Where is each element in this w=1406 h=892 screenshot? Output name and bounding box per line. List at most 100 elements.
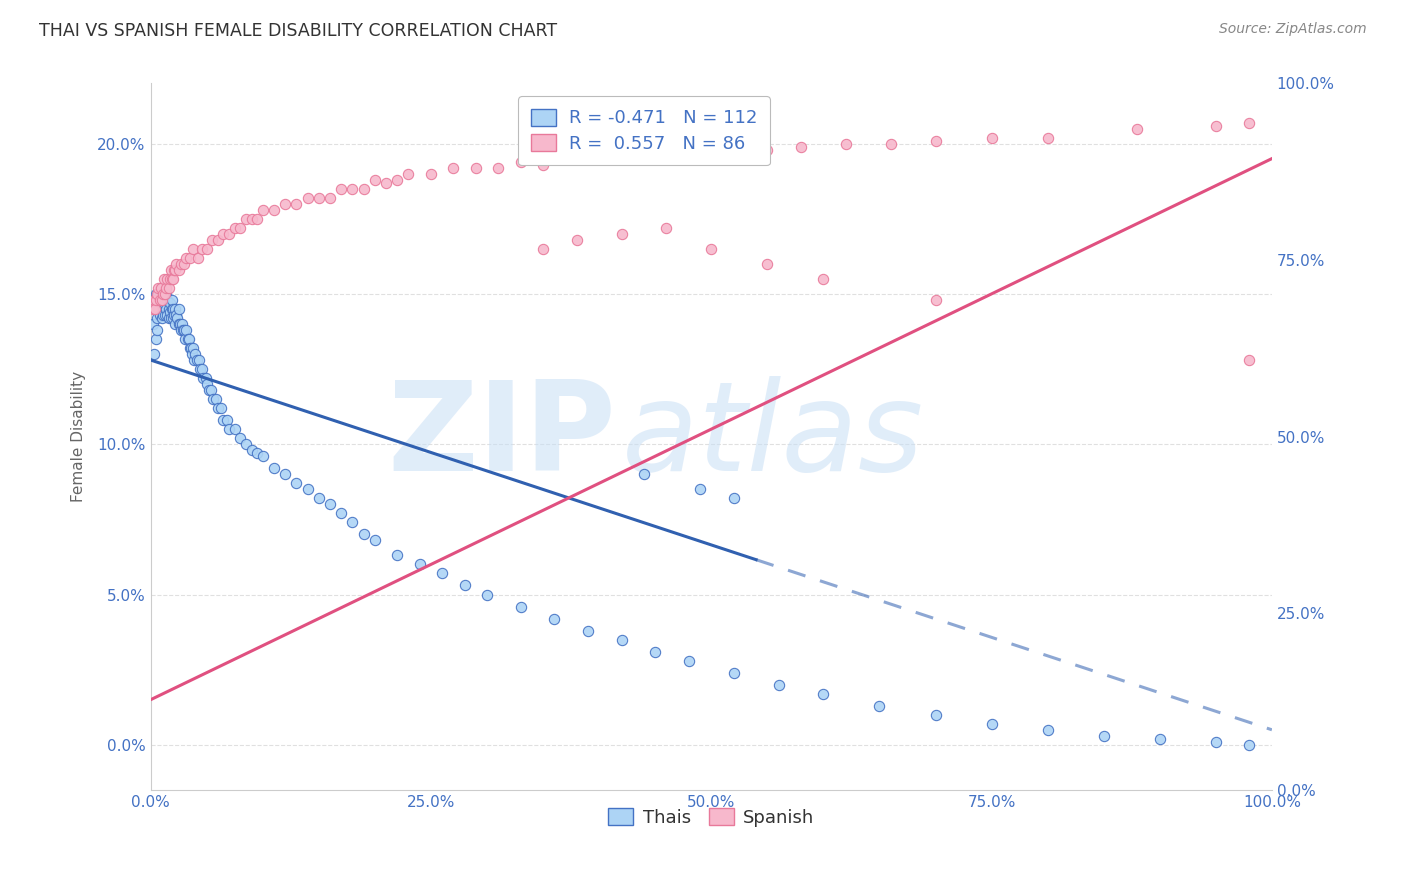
Point — [201, 233, 224, 247]
Point — [160, 272, 183, 286]
Point — [610, 227, 633, 241]
Point — [1036, 130, 1059, 145]
Point — [453, 578, 475, 592]
Point — [187, 251, 209, 265]
Point — [342, 182, 364, 196]
Point — [146, 286, 169, 301]
Point — [610, 632, 633, 647]
Point — [176, 332, 198, 346]
Point — [148, 301, 170, 316]
Point — [155, 281, 177, 295]
Point — [162, 272, 184, 286]
Point — [441, 161, 464, 175]
Point — [149, 281, 172, 295]
Point — [364, 533, 387, 548]
Point — [152, 286, 174, 301]
Point — [387, 172, 409, 186]
Point — [409, 558, 432, 572]
Point — [176, 251, 198, 265]
Point — [150, 310, 173, 325]
Point — [610, 148, 633, 162]
Point — [165, 301, 187, 316]
Point — [142, 301, 165, 316]
Point — [565, 233, 588, 247]
Point — [156, 293, 179, 307]
Point — [240, 211, 263, 226]
Point — [768, 678, 790, 692]
Point — [723, 491, 745, 506]
Point — [655, 220, 678, 235]
Point — [576, 624, 599, 638]
Point — [868, 698, 890, 713]
Point — [207, 401, 229, 416]
Point — [200, 383, 222, 397]
Point — [486, 161, 509, 175]
Point — [204, 392, 226, 406]
Point — [207, 233, 229, 247]
Point — [297, 483, 319, 497]
Point — [756, 143, 779, 157]
Point — [212, 227, 235, 241]
Point — [1205, 735, 1227, 749]
Point — [576, 152, 599, 166]
Point — [159, 296, 181, 310]
Point — [813, 687, 835, 701]
Point — [364, 172, 387, 186]
Text: ZIP: ZIP — [387, 376, 616, 497]
Point — [156, 272, 179, 286]
Point — [170, 323, 193, 337]
Point — [215, 413, 238, 427]
Point — [191, 362, 214, 376]
Point — [176, 323, 198, 337]
Point — [723, 665, 745, 680]
Point — [285, 476, 308, 491]
Point — [240, 443, 263, 458]
Point — [375, 176, 398, 190]
Point — [531, 242, 554, 256]
Point — [174, 332, 197, 346]
Point — [166, 310, 188, 325]
Point — [195, 242, 218, 256]
Point — [980, 716, 1002, 731]
Point — [159, 272, 181, 286]
Point — [179, 341, 201, 355]
Point — [149, 296, 172, 310]
Point — [148, 308, 170, 322]
Point — [263, 461, 285, 475]
Point — [633, 467, 655, 482]
Point — [509, 599, 531, 614]
Point — [212, 413, 235, 427]
Point — [689, 483, 711, 497]
Point — [184, 347, 207, 361]
Point — [150, 301, 173, 316]
Point — [191, 242, 214, 256]
Point — [330, 182, 353, 196]
Point — [188, 362, 211, 376]
Point — [167, 262, 190, 277]
Point — [554, 152, 576, 166]
Point — [160, 293, 183, 307]
Text: atlas: atlas — [621, 376, 924, 497]
Point — [790, 139, 813, 153]
Point — [165, 257, 187, 271]
Point — [165, 317, 187, 331]
Point — [678, 654, 700, 668]
Point — [153, 293, 176, 307]
Point — [146, 310, 169, 325]
Point — [756, 257, 779, 271]
Point — [700, 242, 723, 256]
Point — [186, 353, 208, 368]
Point — [181, 242, 204, 256]
Point — [162, 301, 184, 316]
Point — [218, 422, 240, 436]
Point — [150, 293, 173, 307]
Point — [1149, 731, 1171, 746]
Point — [165, 308, 187, 322]
Point — [274, 467, 297, 482]
Point — [1239, 115, 1261, 129]
Point — [1205, 119, 1227, 133]
Point — [160, 301, 183, 316]
Point — [235, 211, 257, 226]
Point — [173, 257, 195, 271]
Point — [170, 317, 193, 331]
